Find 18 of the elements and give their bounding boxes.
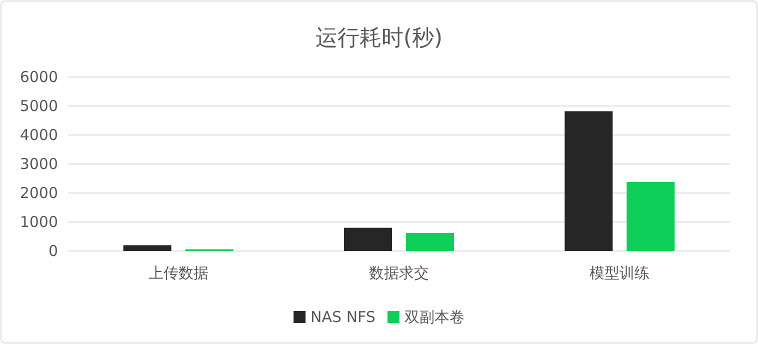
bar [406, 233, 454, 251]
x-tick-label: 上传数据 [148, 264, 208, 282]
bar [626, 182, 675, 251]
y-tick-label: 3000 [20, 155, 58, 173]
chart-title: 运行耗时(秒) [315, 26, 443, 51]
y-tick-label: 2000 [20, 184, 58, 202]
y-tick-label: 5000 [20, 97, 58, 115]
legend-label: NAS NFS [310, 308, 376, 326]
y-tick-label: 4000 [20, 126, 58, 144]
x-tick-label: 数据求交 [369, 264, 429, 282]
bar [344, 228, 392, 251]
y-tick-label: 6000 [20, 68, 58, 86]
legend-label: 双副本卷 [404, 308, 464, 326]
bar [123, 245, 172, 251]
y-tick-label: 0 [48, 242, 58, 260]
bar [564, 111, 613, 251]
y-tick-label: 1000 [20, 213, 58, 231]
x-tick-label: 模型训练 [590, 264, 650, 282]
